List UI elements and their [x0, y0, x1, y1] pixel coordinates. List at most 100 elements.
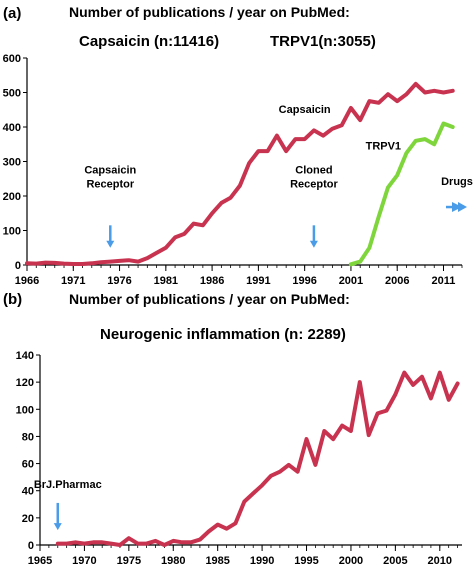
chart1-series-2-line [348, 121, 455, 267]
chart1-series-1-point [99, 260, 103, 264]
chart2-series-1-point [384, 409, 389, 413]
chart2-y-tick-label: 100 [16, 404, 34, 416]
chart1-series-1-point [182, 232, 186, 236]
chart2-x-tick-label: 1975 [117, 555, 141, 565]
chart1-annotation-3-text: Drugs [441, 176, 473, 188]
chart2-series-1-point [242, 500, 246, 504]
chart1-series-1-point [219, 201, 223, 205]
chart1-x-tick-label: 2006 [385, 275, 409, 287]
chart2-series-1-point [145, 542, 149, 546]
chart1-series-1-point [284, 149, 288, 153]
chart1-series-1-point [155, 251, 159, 255]
chart1-series-1-point [293, 137, 297, 141]
chart2-series-1-line [55, 370, 460, 547]
chart2-x-tick-label: 2000 [339, 555, 363, 565]
chart1-series-1-point [25, 261, 29, 265]
panel-b-letter: (b) [3, 291, 23, 308]
chart2-series-1-point [127, 536, 131, 540]
chart2-series-1-point [136, 542, 140, 546]
panel-a-subtitle-left: Capsaicin (n:11416) [79, 33, 220, 50]
chart2-series-1-point [438, 371, 442, 375]
chart1-series-1-point [247, 161, 251, 165]
chart1-series-1-point [451, 89, 455, 93]
chart2-x-tick-label: 1985 [205, 555, 229, 565]
chart2-y-tick-label: 60 [22, 459, 34, 471]
chart1-series-2-point [377, 215, 381, 219]
chart2-series-1-point [260, 483, 264, 487]
chart1-annotation-2-text: Cloned [295, 165, 332, 177]
chart1-series-1-point [358, 118, 362, 122]
chart2-series-1-point [207, 529, 211, 534]
chart1-series-label: TRPV1 [366, 140, 401, 152]
chart1-series-1-point [53, 261, 57, 265]
chart2-annotation-1-arrow-head [53, 523, 62, 531]
chart1-series-1-point [423, 90, 427, 95]
chart2-series-1-point [56, 542, 60, 546]
chart2-series-1-point [65, 542, 69, 546]
chart2-series-1-point [189, 540, 193, 544]
chart2-y-tick-label: 120 [16, 377, 34, 389]
chart1-series-1-point [173, 235, 177, 239]
chart1-series-1-point [127, 258, 131, 262]
chart1-series-2-point [367, 246, 371, 250]
chart2-series-1-point [118, 543, 122, 547]
chart1-y-tick-label: 0 [15, 260, 21, 272]
panel-b-title: Number of publications / year on PubMed: [69, 291, 350, 307]
chart1-x-tick-label: 1996 [292, 275, 316, 287]
chart2-series-1-point [153, 539, 158, 543]
chart1-series-1-point [164, 246, 168, 250]
chart1-series-2-point [451, 125, 455, 129]
chart1-series-1-point [275, 134, 279, 138]
chart2-series-1-point [269, 474, 273, 478]
chart1-series-2-point [358, 260, 362, 264]
chart2-y-tick-label: 40 [22, 486, 34, 498]
chart1-series-1-point [136, 260, 140, 264]
chart2-series-1-point [331, 437, 335, 441]
chart2-series-1-point [287, 463, 291, 467]
chart2-series-1-point [91, 540, 95, 544]
chart1-series-1-point [303, 137, 307, 141]
chart1-annotation-1-arrow-head [106, 240, 115, 248]
chart1-series-1-point [34, 262, 38, 266]
chart2-x-tick-label: 1980 [161, 555, 185, 565]
chart1-y-tick-label: 200 [3, 191, 21, 203]
chart2-y-tick-label: 140 [16, 350, 34, 362]
chart2-series-1-point [171, 539, 175, 543]
panel-a-subtitle-right: TRPV1(n:3055) [270, 33, 376, 50]
chart1-series-1-point [238, 184, 242, 188]
chart1-y-tick-label: 400 [3, 122, 21, 134]
chart2-series-1-point [225, 527, 229, 531]
chart1-annotation-3-arrow-head [452, 202, 462, 213]
chart1-series-1-point [201, 223, 205, 227]
chart2-x-tick-label: 2010 [428, 555, 452, 565]
panel-a-letter: (a) [3, 5, 22, 22]
chart2-series-1-point [198, 538, 202, 542]
chart1-series-1-point [266, 149, 270, 153]
chart1-series-1-point [340, 123, 344, 127]
chart1-annotation-2-arrow-head [309, 240, 318, 248]
chart1-annotation-1-text: Capsaicin [84, 165, 136, 177]
chart1-annotation-2-text: Receptor [290, 179, 338, 191]
chart2-series-1-point [420, 375, 424, 379]
chart1-x-tick-label: 1971 [61, 275, 85, 287]
chart1-x-tick-label: 2011 [432, 275, 456, 287]
chart1-series-1-point [118, 259, 122, 263]
chart1-x-tick-label: 1976 [107, 275, 131, 287]
chart1-annotation-1-text: Receptor [86, 179, 134, 191]
chart2-series-1-point [82, 542, 86, 546]
chart2-x-tick-label: 1995 [294, 555, 318, 565]
chart2-series-1-point [233, 521, 238, 525]
chart1-series-2-point [386, 185, 390, 189]
chart2-y-tick-label: 0 [28, 540, 34, 552]
chart2-series-1-point [100, 540, 104, 544]
chart2-series-1-point [296, 470, 300, 474]
chart2-series-1-point [429, 396, 433, 400]
chart2-series-1-point [447, 398, 451, 402]
chart1-series-2-point [404, 151, 409, 155]
chart2-x-tick-label: 1970 [72, 555, 96, 565]
chart2-series-1-point [162, 543, 166, 547]
chart1-series-1-point [145, 256, 149, 260]
chart1-series-1-point [441, 90, 446, 95]
chart2-series-1-point [367, 433, 371, 437]
